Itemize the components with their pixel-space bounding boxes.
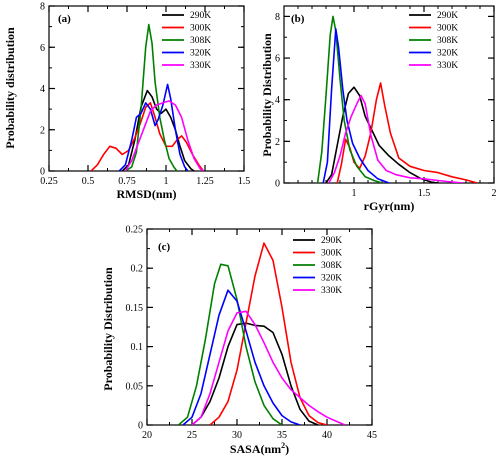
x-tick-label: 1.25 (196, 176, 214, 187)
x-tick-label: 1 (352, 188, 357, 199)
y-tick-label: 4 (40, 84, 45, 95)
y-tick-label: 2 (275, 137, 280, 148)
legend-label: 290K (321, 236, 342, 246)
series-line-320K (118, 83, 189, 171)
x-tick-label: 0.75 (118, 176, 136, 187)
legend-label: 290K (190, 11, 211, 21)
x-tick-label: 35 (277, 430, 287, 441)
x-axis-title: rGyr(nm) (364, 199, 415, 213)
series-line-330K (191, 310, 346, 425)
legend-label: 300K (321, 249, 342, 259)
y-tick-label: 0 (138, 421, 143, 432)
x-axis-title: RMSD(nm) (117, 187, 177, 201)
chart-a: 0.25 0.5 0.75 1 1.25 1.5 0 2 4 6 8 290K 300K 308K 320K… (3, 2, 250, 202)
legend-label: 330K (190, 61, 211, 71)
x-axis-title-end: ) (285, 442, 289, 456)
series-line-290K (121, 89, 195, 171)
series-line-330K (328, 94, 464, 183)
y-tick-label: 0.15 (126, 303, 144, 314)
y-tick-label: 0 (275, 179, 280, 190)
series-line-320K (322, 28, 390, 183)
series-line-320K (182, 289, 301, 425)
panel-label: (c) (158, 241, 171, 253)
y-tick-label: 0.2 (131, 264, 144, 275)
series-line-308K (316, 15, 383, 183)
x-tick-label: 20 (142, 430, 152, 441)
x-tick-label: 1.5 (238, 176, 251, 187)
legend-label: 290K (437, 11, 458, 21)
panel-label: (b) (291, 13, 305, 25)
series-line-300K (209, 242, 328, 425)
y-tick-label: 0.05 (126, 381, 144, 392)
x-axis-title: SASA(nm2) (230, 441, 289, 456)
x-tick-label: 30 (232, 430, 242, 441)
y-tick-label: 8 (40, 2, 45, 13)
x-tick-label: 45 (367, 430, 377, 441)
x-tick-label: 1 (164, 176, 169, 187)
y-axis-title: Probability Distribution (101, 267, 115, 391)
y-tick-label: 0.25 (126, 225, 144, 236)
legend-label: 300K (437, 24, 458, 34)
y-tick-label: 0 (40, 167, 45, 178)
panel-label: (a) (58, 13, 71, 25)
series-line-300K (90, 102, 205, 171)
legend-label: 300K (190, 24, 211, 34)
chart-b: 1 1.5 2 0 2 4 6 8 290K 300K 308K 320K 330K (b) rGyr(nm… (260, 5, 497, 213)
series-line-290K (191, 322, 319, 425)
x-tick-label: 40 (322, 430, 332, 441)
legend-label: 330K (437, 61, 458, 71)
x-tick-label: 0.25 (40, 176, 58, 187)
x-axis-title-superscript: 2 (281, 441, 285, 450)
legend-label: 330K (321, 286, 342, 296)
chart-c: 20 25 30 35 40 45 0 0.05 0.1 0.15 0.2 0.25 290K 300K 3… (101, 225, 377, 457)
series-line-308K (177, 263, 283, 425)
x-tick-label: 0.5 (82, 176, 95, 187)
y-axis-title: Probability Distribution (260, 33, 274, 157)
y-tick-label: 2 (40, 125, 45, 136)
series-line-308K (124, 23, 178, 171)
y-tick-label: 4 (275, 95, 280, 106)
legend-label: 308K (437, 36, 458, 46)
x-tick-label: 25 (187, 430, 197, 441)
y-tick-label: 0.1 (131, 342, 144, 353)
plot-frame (48, 5, 245, 172)
y-tick-label: 8 (275, 12, 280, 23)
legend-label: 308K (190, 36, 211, 46)
y-axis-title: Probability distribution (3, 27, 17, 149)
series-line-330K (124, 100, 204, 171)
legend-label: 320K (190, 49, 211, 59)
legend-label: 320K (321, 274, 342, 284)
legend-label: 308K (321, 261, 342, 271)
legend-label: 320K (437, 49, 458, 59)
y-tick-label: 6 (275, 54, 280, 65)
x-tick-label: 2 (492, 188, 497, 199)
x-tick-label: 1.5 (418, 188, 431, 199)
y-tick-label: 6 (40, 43, 45, 54)
